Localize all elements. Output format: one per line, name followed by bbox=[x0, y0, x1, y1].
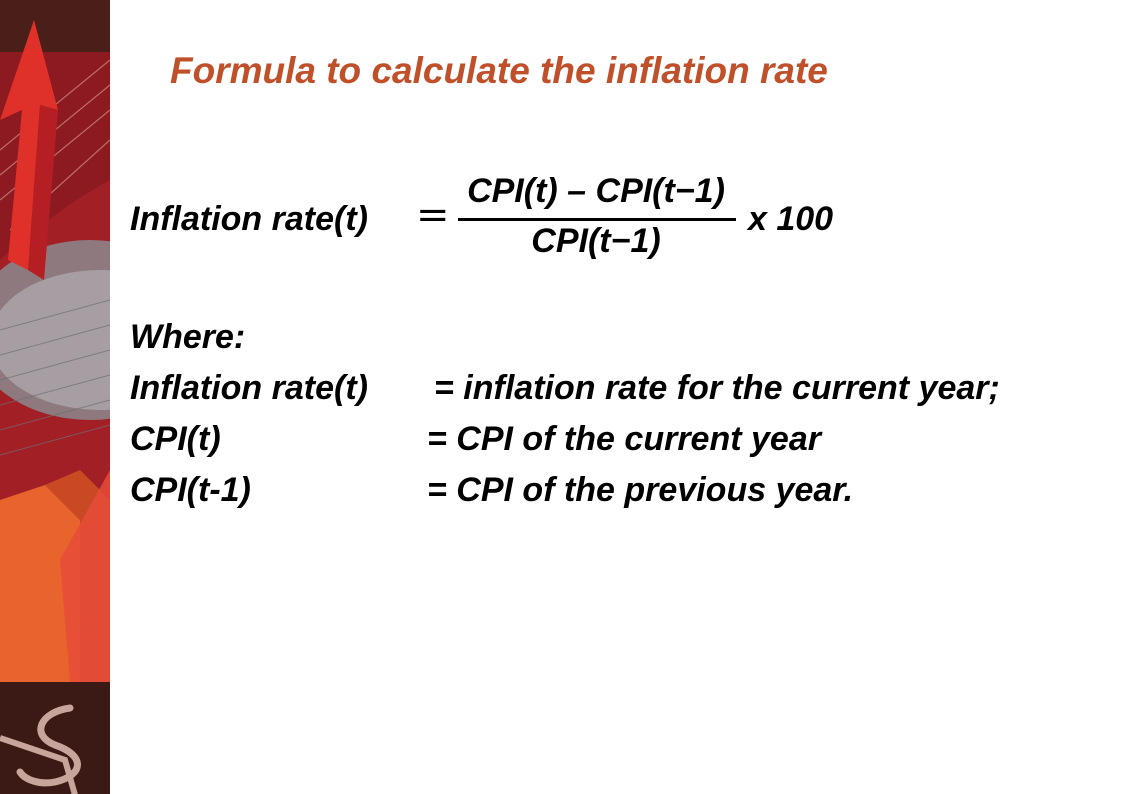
definition-term: CPI(t) bbox=[130, 420, 221, 458]
formula-lhs: Inflation rate(t) bbox=[130, 200, 368, 238]
formula-numerator: CPI(t) – CPI(t−1) bbox=[467, 172, 725, 210]
decorative-sidebar bbox=[0, 0, 110, 794]
formula-equals-sign: = bbox=[416, 192, 450, 238]
slide-title: Formula to calculate the inflation rate bbox=[170, 50, 828, 91]
formula-multiplier: x 100 bbox=[748, 200, 834, 238]
rising-arrow-icon bbox=[0, 20, 58, 280]
definition-description: = inflation rate for the current year; bbox=[434, 369, 1000, 407]
dollar-sign-logo-icon bbox=[0, 704, 81, 794]
inflation-formula: Inflation rate(t) = CPI(t) – CPI(t−1) CP… bbox=[130, 170, 890, 270]
definition-description: = CPI of the previous year. bbox=[427, 471, 854, 509]
sidebar-graphic bbox=[0, 0, 110, 794]
definition-description: = CPI of the current year bbox=[427, 420, 821, 458]
definitions-heading: Where: bbox=[130, 318, 246, 356]
definition-term: Inflation rate(t) bbox=[130, 369, 368, 407]
formula-denominator: CPI(t−1) bbox=[531, 222, 661, 260]
fraction-bar bbox=[458, 218, 736, 221]
definition-term: CPI(t-1) bbox=[130, 471, 251, 509]
